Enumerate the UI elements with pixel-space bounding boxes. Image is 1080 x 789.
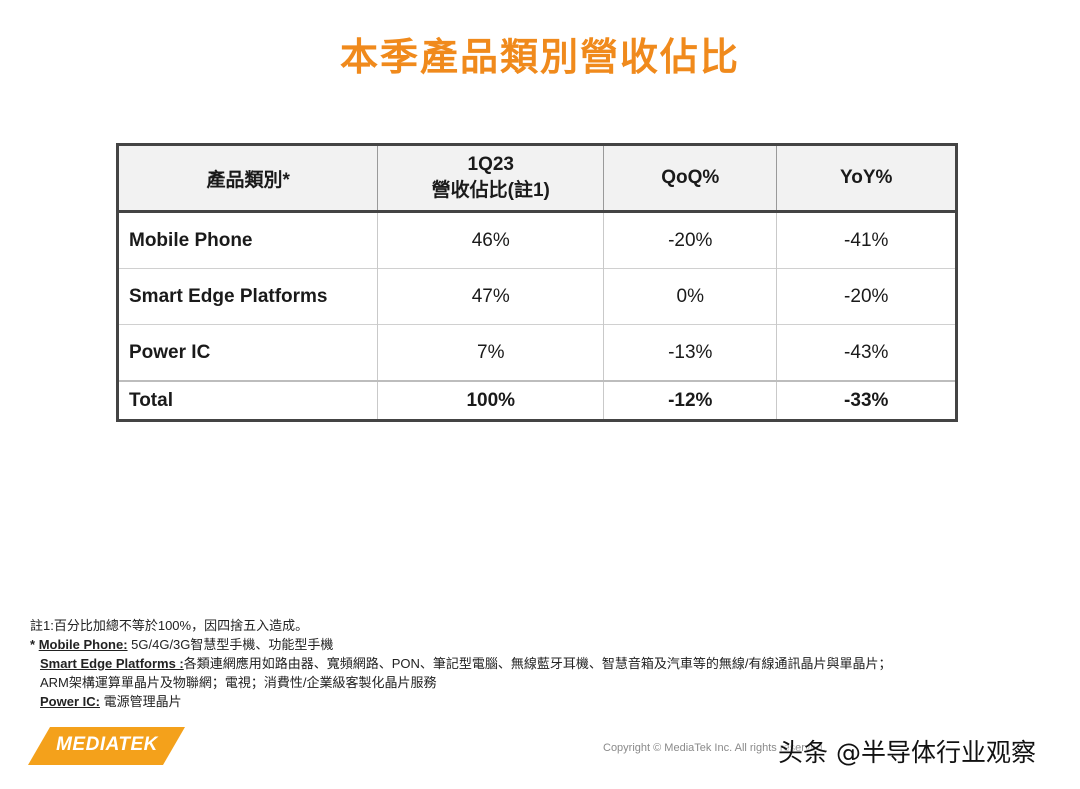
row-qoq: -13% (603, 324, 777, 381)
row-yoy: -20% (776, 268, 957, 325)
row-qoq: 0% (603, 268, 777, 325)
footnote-smart-edge: Smart Edge Platforms :各類連網應用如路由器、寬頻網路、PO… (30, 654, 1070, 673)
row-category: Power IC (117, 324, 378, 381)
logo-text: MEDIATEK (56, 734, 158, 755)
row-yoy: -43% (776, 324, 957, 381)
table-row: Smart Edge Platforms 47% 0% -20% (117, 268, 957, 325)
header-period-share: 營收佔比(註1) (431, 180, 550, 201)
header-period-quarter: 1Q23 (467, 154, 514, 175)
row-share: 47% (377, 268, 604, 325)
mediatek-logo: MEDIATEK (28, 727, 185, 765)
copyright-text: Copyright © MediaTek Inc. All rights res… (603, 742, 826, 754)
footnote-mobile: * Mobile Phone: 5G/4G/3G智慧型手機、功能型手機 (30, 635, 1070, 654)
table-total-row: Total 100% -12% -33% (117, 380, 957, 421)
total-share: 100% (377, 380, 604, 421)
header-qoq: QoQ% (603, 144, 777, 213)
footnote-star: * (30, 637, 36, 652)
total-category: Total (117, 380, 378, 421)
row-category: Mobile Phone (129, 229, 253, 251)
footnote-rounding: 註1:百分比加總不等於100%，因四捨五入造成。 (30, 618, 309, 633)
table-row: Power IC 7% -13% -43% (117, 324, 957, 381)
footnote-smart-edge-cont: ARM架構運算單晶片及物聯網；電視；消費性/企業級客製化晶片服務 (40, 675, 437, 690)
footnote-mobile-term: Mobile Phone: (38, 637, 128, 652)
header-yoy: YoY% (776, 144, 957, 213)
footnote-smart-term: Smart Edge Platforms : (40, 656, 184, 671)
logo-parallelogram-icon (28, 727, 185, 765)
row-qoq: -20% (603, 211, 777, 269)
header-period: 1Q23 營收佔比(註1) (377, 144, 604, 213)
total-qoq: -12% (603, 380, 777, 421)
footnote-power-term: Power IC: (40, 694, 100, 709)
header-category: 產品類別* (117, 144, 378, 213)
footnote-power: Power IC: 電源管理晶片 (30, 692, 1070, 711)
row-share: 46% (377, 211, 604, 269)
footnotes: 註1:百分比加總不等於100%，因四捨五入造成。 * Mobile Phone:… (30, 616, 1070, 711)
watermark-text: 头条 @半导体行业观察 (778, 738, 1036, 767)
total-yoy: -33% (776, 380, 957, 421)
row-yoy: -41% (776, 211, 957, 269)
footnote-mobile-desc: 5G/4G/3G智慧型手機、功能型手機 (127, 637, 334, 652)
row-share: 7% (377, 324, 604, 381)
table-header-row: 產品類別* 1Q23 營收佔比(註1) QoQ% YoY% (117, 144, 957, 213)
table-row: Mobile Phone 46% -20% -41% (118, 211, 957, 269)
revenue-table: 產品類別* 1Q23 營收佔比(註1) QoQ% YoY% Mobile Pho… (116, 143, 958, 422)
footnote-smart-desc: 各類連網應用如路由器、寬頻網路、PON、筆記型電腦、無線藍牙耳機、智慧音箱及汽車… (183, 656, 892, 671)
footnote-power-desc: 電源管理晶片 (99, 694, 182, 709)
row-category: Smart Edge Platforms (117, 268, 378, 325)
page-title: 本季產品類別營收佔比 (339, 35, 740, 79)
